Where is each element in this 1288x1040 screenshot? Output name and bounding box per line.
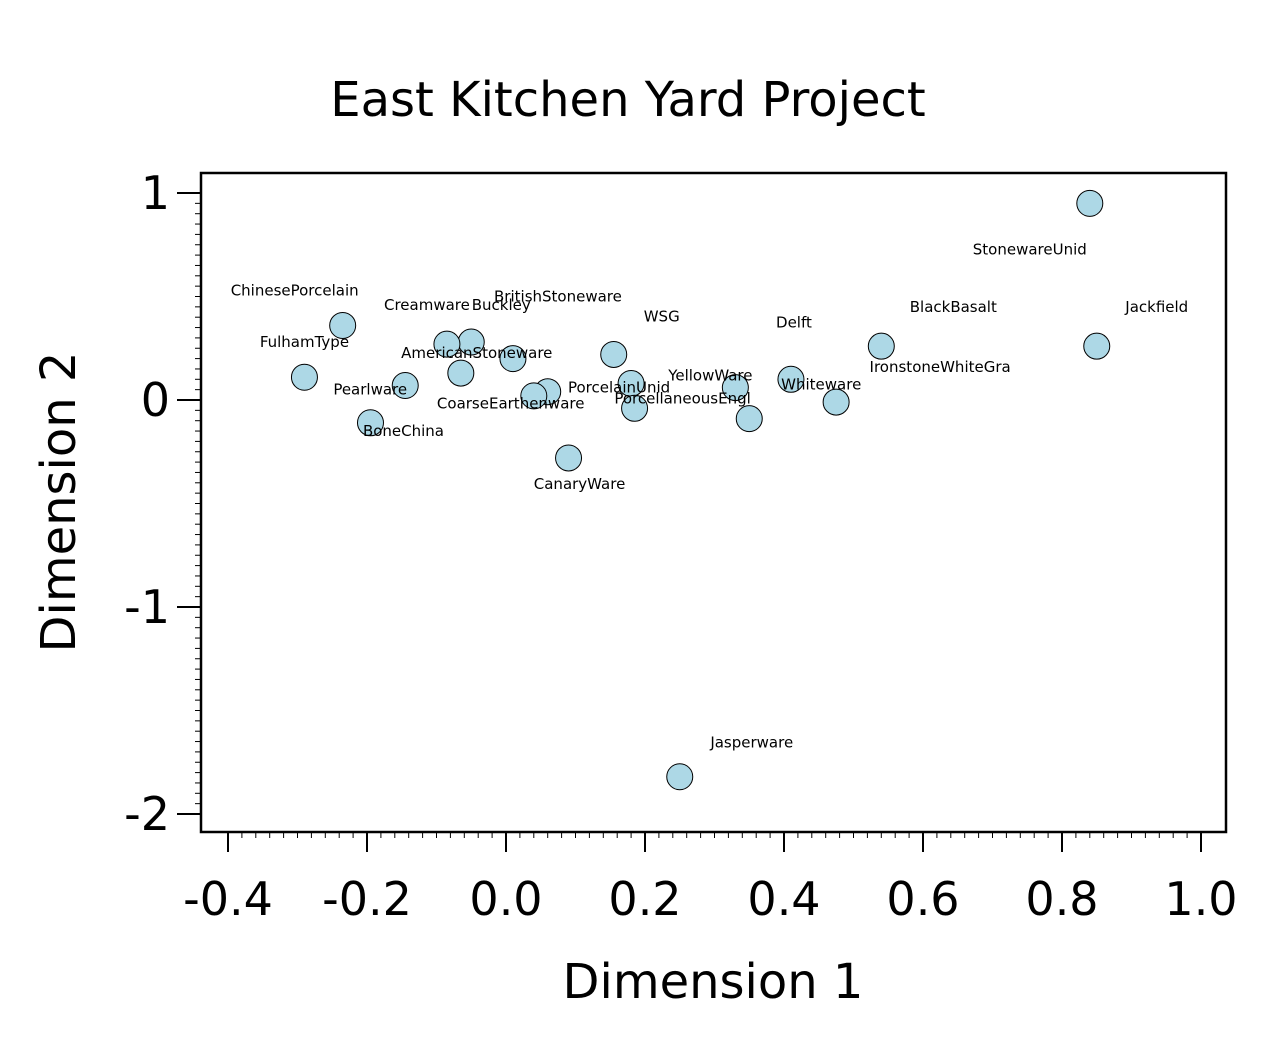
y-tick-label: 1 xyxy=(141,166,170,220)
point-label: AmericanStoneware xyxy=(401,344,552,362)
x-axis-label: Dimension 1 xyxy=(563,954,864,1010)
point-label: ChinesePorcelain xyxy=(231,281,359,299)
point-label: Creamware xyxy=(384,296,470,314)
point-label: PorcellaneousEngl xyxy=(614,389,750,407)
point-label: Jackfield xyxy=(1124,298,1188,316)
x-tick-label: 1.0 xyxy=(1164,872,1237,926)
x-tick-label: 0.6 xyxy=(886,872,959,926)
data-point xyxy=(329,311,357,339)
point-label: CoarseEarthenware xyxy=(437,395,585,413)
data-point xyxy=(721,374,749,402)
point-label: Pearlware xyxy=(333,381,407,399)
data-point xyxy=(1083,332,1111,360)
chart-title: East Kitchen Yard Project xyxy=(330,72,925,128)
data-point xyxy=(290,363,318,391)
data-point xyxy=(822,388,850,416)
point-label: IronstoneWhiteGra xyxy=(870,358,1011,376)
y-axis: 1 0 -1 -2 xyxy=(124,166,201,841)
point-label: Whiteware xyxy=(781,376,861,394)
point-label: BritishStoneware xyxy=(494,288,622,306)
data-point xyxy=(433,330,461,358)
x-tick-label: 0.4 xyxy=(747,872,820,926)
data-points xyxy=(290,189,1111,791)
x-tick-label: -0.4 xyxy=(183,872,273,926)
y-axis-label: Dimension 2 xyxy=(31,352,87,653)
point-label: FulhamType xyxy=(260,333,349,351)
data-point xyxy=(555,444,583,472)
point-label: PorcelainUnid xyxy=(568,378,670,396)
point-label: StonewareUnid xyxy=(973,240,1087,258)
point-labels: StonewareUnid Jackfield BlackBasalt Ironsto… xyxy=(231,240,1189,751)
y-tick-label: 0 xyxy=(141,373,170,427)
data-point xyxy=(1076,189,1104,217)
x-axis: -0.4 -0.2 0.0 0.2 0.4 0.6 0.8 1.0 xyxy=(183,832,1238,926)
y-tick-label: -1 xyxy=(124,580,170,634)
point-label: Delft xyxy=(776,313,812,331)
data-point xyxy=(777,365,805,393)
x-tick-label: 0.2 xyxy=(608,872,681,926)
data-point xyxy=(447,359,475,387)
point-label: BoneChina xyxy=(363,422,444,440)
data-point xyxy=(520,382,548,410)
plot-frame xyxy=(199,171,1228,834)
y-tick-label: -2 xyxy=(124,787,170,841)
point-label: BlackBasalt xyxy=(910,298,997,316)
data-point xyxy=(356,409,384,437)
data-point xyxy=(499,345,527,373)
data-point xyxy=(735,405,763,433)
data-point xyxy=(867,332,895,360)
x-tick-label: 0.0 xyxy=(469,872,542,926)
point-label: WSG xyxy=(644,307,680,325)
point-label: Jasperware xyxy=(709,734,793,752)
data-point xyxy=(666,763,694,791)
point-label: YellowWare xyxy=(667,367,752,385)
point-label: CanaryWare xyxy=(534,475,626,493)
data-point xyxy=(621,394,649,422)
data-point xyxy=(391,372,419,400)
x-tick-label: -0.2 xyxy=(322,872,412,926)
x-tick-label: 0.8 xyxy=(1025,872,1098,926)
data-point xyxy=(600,340,628,368)
point-label: Buckley xyxy=(472,296,531,314)
